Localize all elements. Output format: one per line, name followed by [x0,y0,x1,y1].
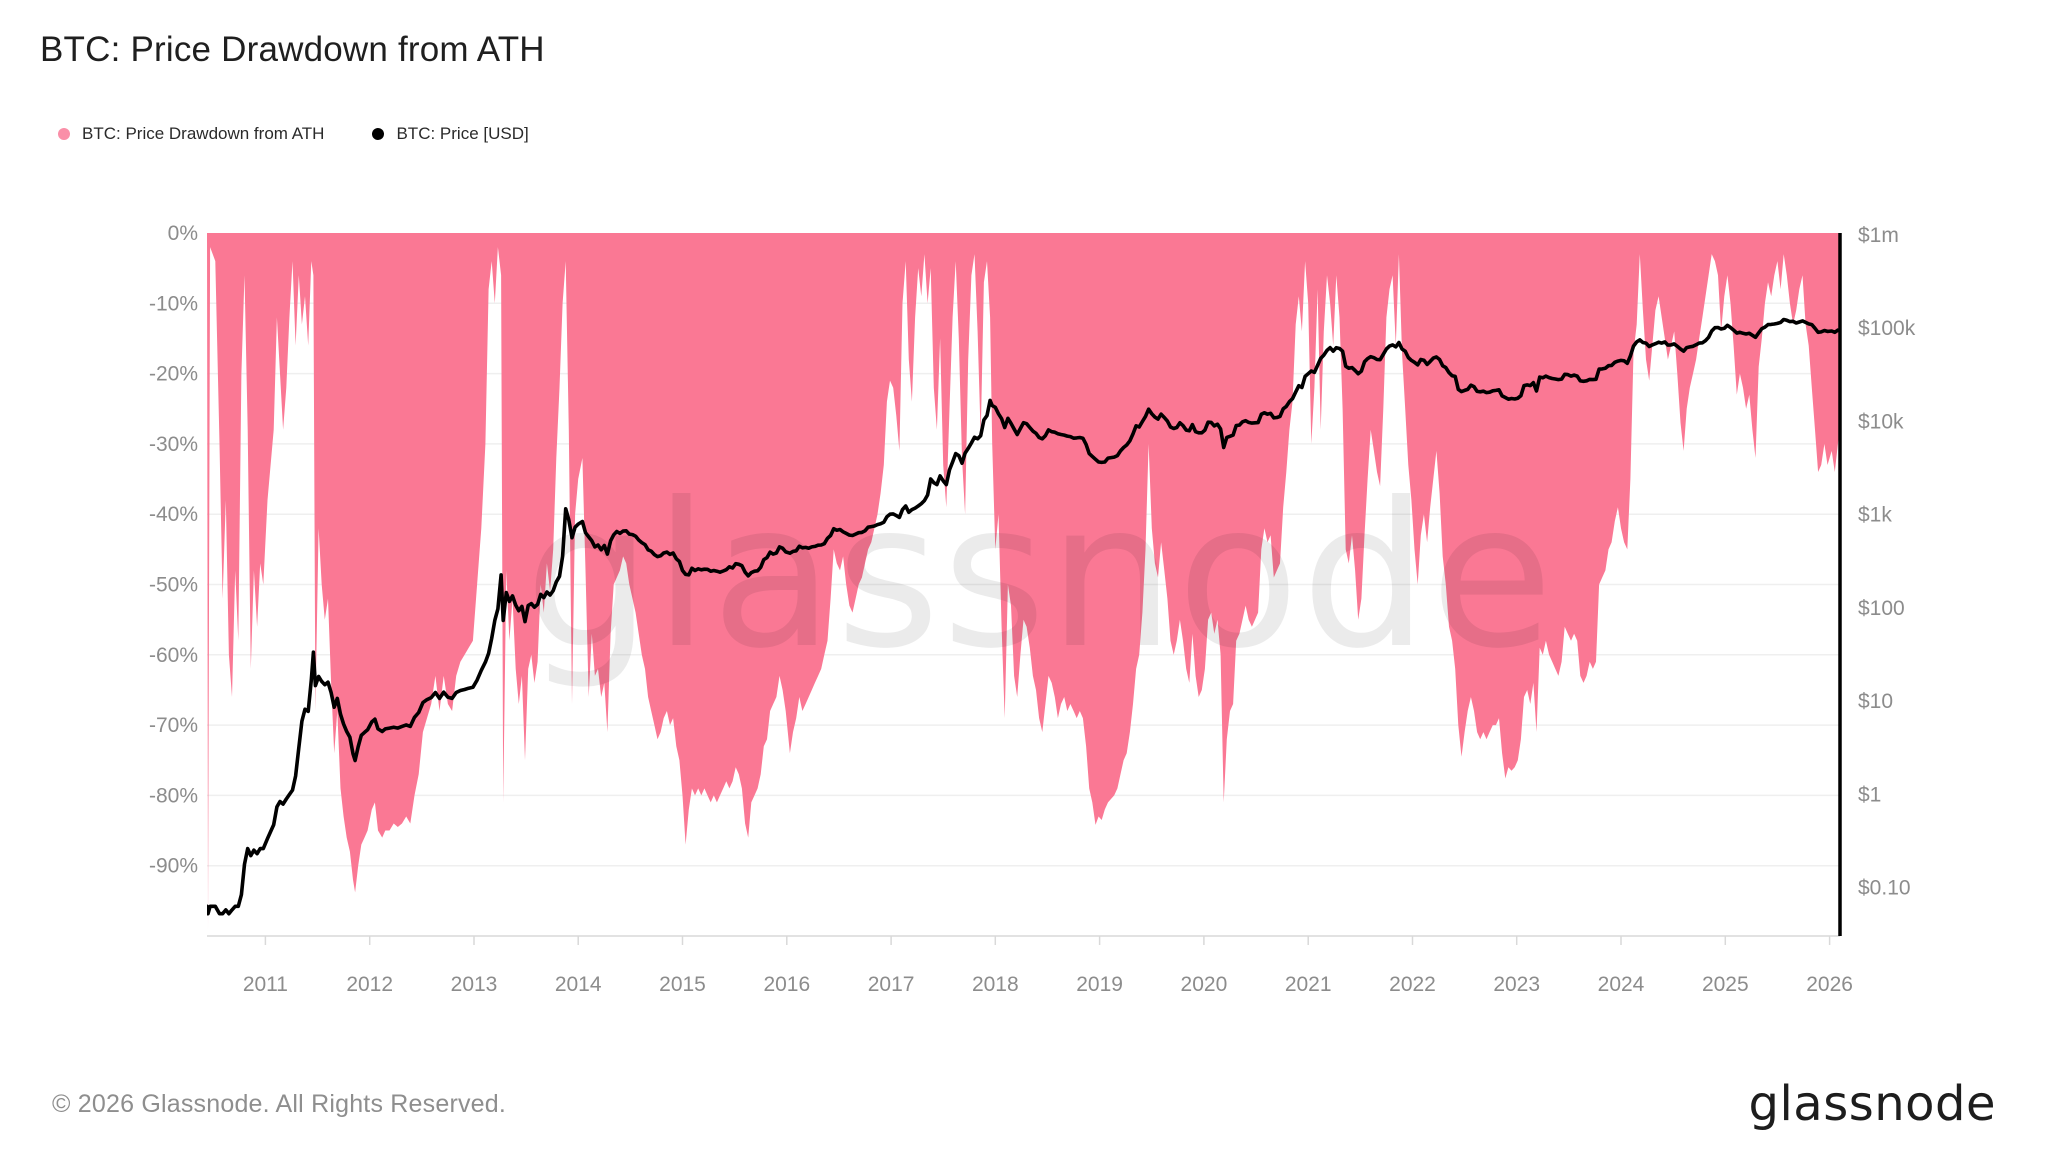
x-tick-label: 2022 [1389,973,1436,996]
drawdown-tick-label: -70% [149,714,198,737]
watermark: glassnode [525,460,1556,693]
drawdown-tick-label: -30% [149,433,198,456]
x-tick-label: 2013 [451,973,498,996]
price-tick-label: $10k [1858,411,1904,434]
drawdown-tick-label: -40% [149,503,198,526]
drawdown-tick-label: -60% [149,644,198,667]
x-tick-label: 2016 [763,973,810,996]
price-line-series[interactable] [207,317,1840,916]
x-tick-label: 2024 [1598,973,1645,996]
x-tick-label: 2015 [659,973,706,996]
x-tick-label: 2021 [1285,973,1332,996]
legend: BTC: Price Drawdown from ATH BTC: Price … [58,124,577,144]
drawdown-tick-label: -50% [149,574,198,597]
price-tick-label: $100 [1858,597,1905,620]
legend-label-price: BTC: Price [USD] [396,124,529,143]
page-title: BTC: Price Drawdown from ATH [40,30,545,69]
legend-item-price[interactable]: BTC: Price [USD] [372,124,529,144]
price-tick-label: $0.10 [1858,877,1911,900]
price-tick-label: $10 [1858,690,1893,713]
price-tick-label: $1m [1858,224,1899,247]
legend-item-drawdown[interactable]: BTC: Price Drawdown from ATH [58,124,324,144]
x-tick-label: 2012 [346,973,393,996]
x-tick-label: 2011 [243,973,288,996]
glassnode-logo: glassnode [1748,1076,1996,1132]
drawdown-tick-label: -80% [149,784,198,807]
drawdown-area-series[interactable] [207,233,1840,929]
price-tick-label: $100k [1858,317,1916,340]
x-tick-label: 2026 [1806,973,1853,996]
copyright-text: © 2026 Glassnode. All Rights Reserved. [52,1090,507,1118]
drawdown-tick-label: -20% [149,363,198,386]
x-tick-label: 2018 [972,973,1019,996]
price-tick-label: $1k [1858,504,1892,527]
drawdown-series-dot-icon [58,128,70,140]
x-tick-label: 2023 [1493,973,1540,996]
x-tick-label: 2017 [868,973,915,996]
drawdown-tick-label: -90% [149,855,198,878]
x-tick-label: 2014 [555,973,602,996]
price-series-dot-icon [372,128,385,140]
drawdown-tick-label: 0% [168,222,198,245]
price-tick-label: $1 [1858,783,1881,806]
legend-label-drawdown: BTC: Price Drawdown from ATH [82,124,325,143]
x-tick-label: 2019 [1076,973,1123,996]
x-tick-label: 2025 [1702,973,1749,996]
drawdown-tick-label: -10% [149,292,198,315]
x-tick-label: 2020 [1181,973,1228,996]
